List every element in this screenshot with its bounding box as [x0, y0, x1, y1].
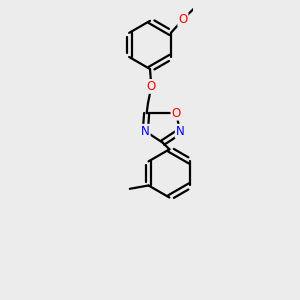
Text: O: O: [172, 107, 181, 120]
Text: N: N: [141, 125, 150, 138]
Text: O: O: [178, 13, 188, 26]
Text: O: O: [147, 80, 156, 93]
Text: N: N: [176, 125, 184, 138]
